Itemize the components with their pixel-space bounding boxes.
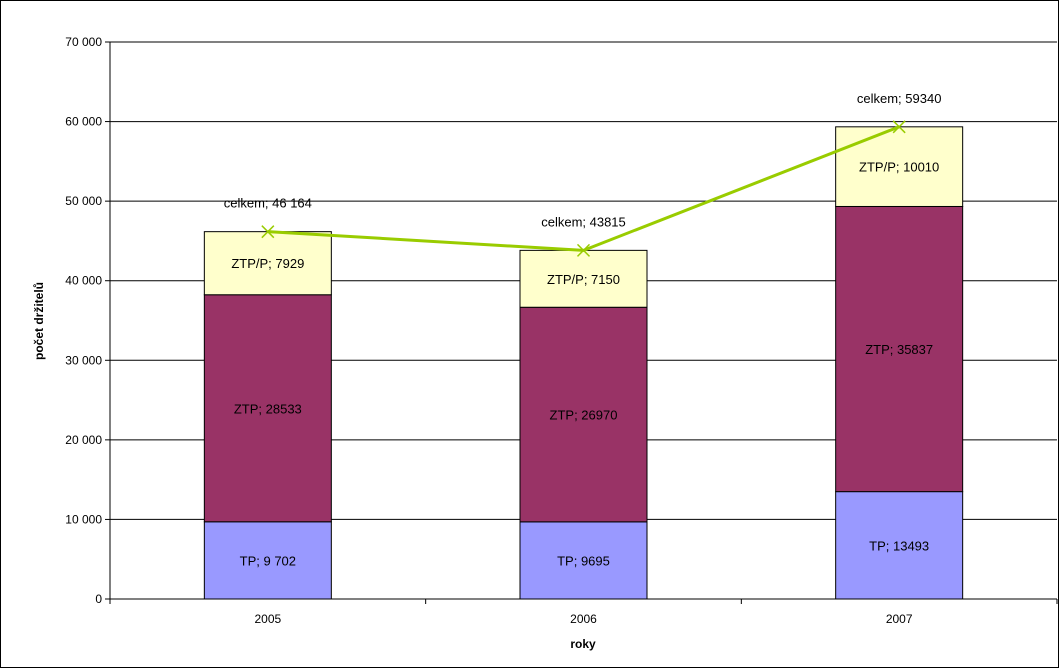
bar-segment-label: ZTP/P; 7929 <box>231 256 304 271</box>
y-tick-label: 40 000 <box>65 274 102 288</box>
bars <box>203 126 964 600</box>
x-axis-label: roky <box>570 637 596 651</box>
x-tick-label: 2006 <box>570 612 597 626</box>
y-tick-label: 0 <box>95 592 102 606</box>
axes <box>105 41 1058 604</box>
bar-segment-label: TP; 13493 <box>869 538 929 553</box>
y-tick-label: 20 000 <box>65 433 102 447</box>
bar-segment-tp <box>835 491 964 600</box>
y-tick-label: 50 000 <box>65 194 102 208</box>
marker-stroke <box>892 120 906 134</box>
bar-segment-ztp-p <box>519 249 648 308</box>
y-tick-labels: 0 10 000 20 000 30 000 40 000 50 000 60 000 70 … <box>65 35 102 606</box>
total-labels: celkem; 46 164 celkem; 43815 celkem; 59340 <box>224 91 942 230</box>
x-tick-labels: 2005 2006 2007 <box>254 612 912 626</box>
x-tick-label: 2005 <box>254 612 281 626</box>
total-point-marker <box>892 120 906 134</box>
total-line <box>261 120 906 257</box>
bar-segment-label: TP; 9 702 <box>240 553 296 568</box>
x-tick-label: 2007 <box>886 612 913 626</box>
total-label: celkem; 43815 <box>541 214 626 229</box>
bar-segment-ztp <box>203 294 332 523</box>
total-label: celkem; 59340 <box>857 91 942 106</box>
bar-segment-label: ZTP; 26970 <box>550 408 618 423</box>
marker-stroke <box>576 243 591 257</box>
y-tick-label: 30 000 <box>65 353 102 367</box>
y-tick-label: 60 000 <box>65 115 102 129</box>
bar-segment-tp <box>519 521 648 600</box>
total-point-marker <box>576 243 591 257</box>
segment-labels: TP; 9 702 ZTP; 28533 ZTP/P; 7929 TP; 9695 ZT… <box>231 160 939 569</box>
bar-segment-label: ZTP/P; 7150 <box>547 272 620 287</box>
total-line-path <box>267 125 900 252</box>
bar-segment-ztp-p <box>203 231 332 296</box>
bar-segment-ztp <box>835 205 964 493</box>
bar-segment-ztp <box>519 306 648 523</box>
total-label: celkem; 46 164 <box>224 196 312 211</box>
bar-segment-tp <box>203 521 332 600</box>
total-point-marker <box>261 225 275 239</box>
bar-segment-label: ZTP; 28533 <box>234 401 302 416</box>
bar-segment-label: TP; 9695 <box>557 553 610 568</box>
y-tick-label: 10 000 <box>65 512 102 526</box>
bar-segment-label: ZTP/P; 10010 <box>859 160 939 175</box>
marker-stroke <box>261 225 275 239</box>
bar-segment-label: ZTP; 35837 <box>865 342 933 357</box>
bar-segment-ztp-p <box>835 126 964 207</box>
y-axis-label: počet držitelů <box>32 282 46 360</box>
y-tick-label: 70 000 <box>65 35 102 49</box>
